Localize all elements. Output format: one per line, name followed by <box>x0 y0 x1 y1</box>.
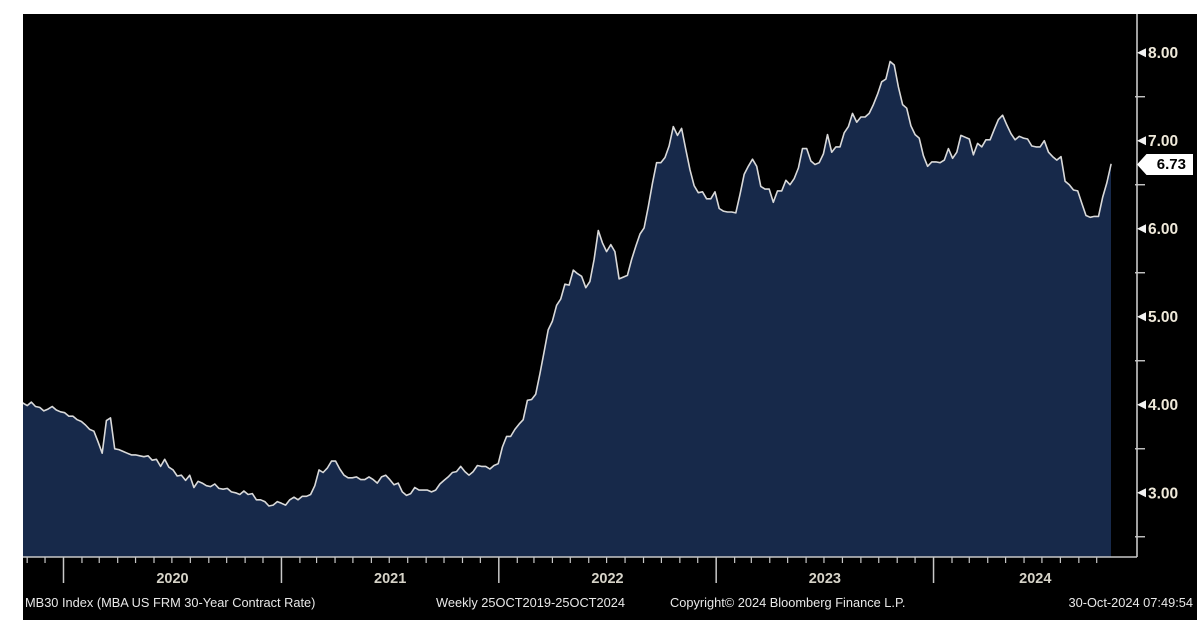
last-price-badge: 6.73 <box>1137 153 1193 175</box>
chart-footer: MB30 Index (MBA US FRM 30-Year Contract … <box>23 595 1197 615</box>
y-tick-label: 4.00 <box>1148 397 1178 414</box>
footer-range-label: Weekly 25OCT2019-25OCT2024 <box>436 595 625 610</box>
y-tick-arrow <box>1137 136 1146 146</box>
x-year-label: 2024 <box>1019 571 1051 587</box>
y-tick-label: 3.00 <box>1148 485 1178 502</box>
y-tick-label: 7.00 <box>1148 133 1178 150</box>
y-tick-label: 6.00 <box>1148 221 1178 238</box>
y-tick-arrow <box>1137 400 1146 410</box>
x-year-label: 2023 <box>809 571 841 587</box>
y-tick-arrow <box>1137 224 1146 234</box>
bloomberg-chart-panel: 3.00 4.00 5.00 6.00 7.00 8.00 2020 2021 2022 2023… <box>23 14 1197 620</box>
footer-timestamp: 30-Oct-2024 07:49:54 <box>1068 595 1193 610</box>
y-tick-label: 8.00 <box>1148 45 1178 62</box>
rate-line <box>23 60 1112 507</box>
y-tick-arrow <box>1137 312 1146 322</box>
x-year-label: 2022 <box>591 571 623 587</box>
rate-area-chart[interactable]: 3.00 4.00 5.00 6.00 7.00 8.00 2020 2021 2022 2023… <box>23 14 1197 620</box>
x-year-label: 2020 <box>156 571 188 587</box>
footer-copyright: Copyright© 2024 Bloomberg Finance L.P. <box>670 595 906 610</box>
footer-series-label: MB30 Index (MBA US FRM 30-Year Contract … <box>25 595 316 610</box>
rate-area-fill <box>23 61 1111 557</box>
x-year-label: 2021 <box>374 571 406 587</box>
y-tick-label: 5.00 <box>1148 309 1178 326</box>
y-tick-arrow <box>1137 488 1146 498</box>
y-tick-arrow <box>1137 48 1146 58</box>
